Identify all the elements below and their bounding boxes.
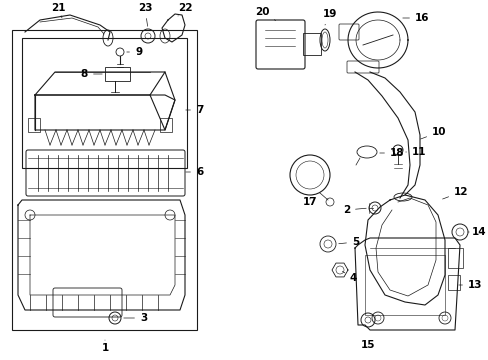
Text: 12: 12 xyxy=(442,187,468,199)
Text: 1: 1 xyxy=(101,340,108,353)
Bar xyxy=(303,33,320,55)
Text: 4: 4 xyxy=(342,271,357,283)
Text: 16: 16 xyxy=(402,13,428,23)
Bar xyxy=(28,118,40,132)
Bar xyxy=(22,38,186,168)
Text: 3: 3 xyxy=(123,313,147,323)
Text: 10: 10 xyxy=(420,127,446,139)
Bar xyxy=(447,248,462,268)
Text: 7: 7 xyxy=(185,105,203,115)
Bar xyxy=(447,275,459,290)
Text: 21: 21 xyxy=(51,3,65,18)
Text: 15: 15 xyxy=(360,340,374,350)
Text: 18: 18 xyxy=(379,148,404,158)
Text: 14: 14 xyxy=(467,227,486,237)
Text: 20: 20 xyxy=(254,7,275,21)
Text: 13: 13 xyxy=(458,280,482,290)
Bar xyxy=(12,30,197,330)
Text: 8: 8 xyxy=(81,69,102,79)
Text: 22: 22 xyxy=(177,3,192,16)
Text: 17: 17 xyxy=(302,197,317,207)
Text: 2: 2 xyxy=(342,205,366,215)
Text: 19: 19 xyxy=(322,9,337,25)
Text: 6: 6 xyxy=(185,167,203,177)
Text: 23: 23 xyxy=(138,3,152,26)
Text: 5: 5 xyxy=(338,237,359,247)
Text: 9: 9 xyxy=(126,47,142,57)
Text: 11: 11 xyxy=(405,147,426,157)
Bar xyxy=(105,67,130,81)
Bar xyxy=(364,255,444,315)
Bar xyxy=(160,118,172,132)
